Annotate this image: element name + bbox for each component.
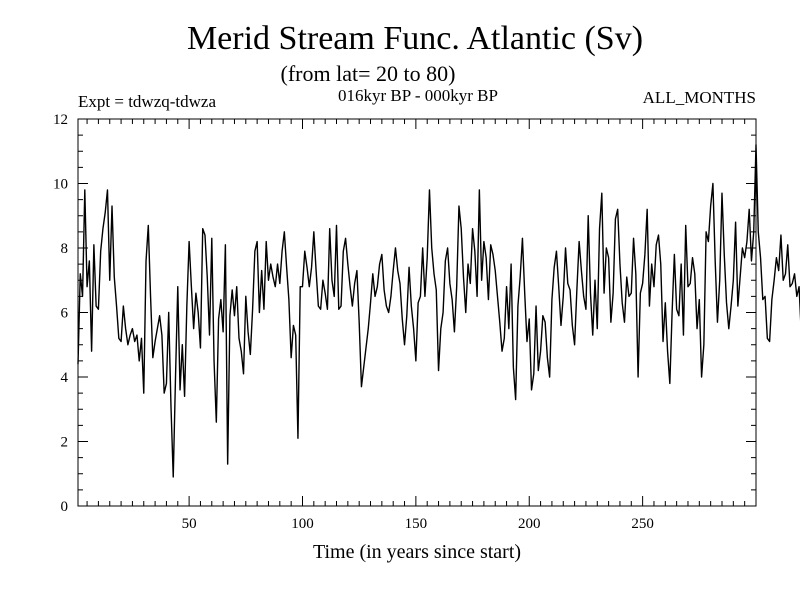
y-tick-label: 6 [61,306,69,322]
y-tick-label: 10 [53,177,68,193]
x-tick-label: 100 [291,516,314,532]
y-tick-label: 12 [53,112,68,128]
series-line [77,144,800,478]
x-tick-label: 200 [518,516,541,532]
x-tick-label: 150 [405,516,428,532]
x-tick-label: 250 [631,516,654,532]
x-axis-label: Time (in years since start) [313,541,521,563]
x-tick-labels: 50 100 150 200 250 [182,516,654,532]
plot-frame [77,118,757,507]
chart-subtitle: (from lat= 20 to 80) [281,61,456,86]
chart-title: Merid Stream Func. Atlantic (Sv) [187,20,643,57]
y-tick-label: 8 [61,241,69,257]
period-label: 016kyr BP - 000kyr BP [338,86,498,105]
y-tick-label: 4 [61,370,69,386]
axis-ticks [78,118,756,507]
experiment-label: Expt = tdwzq-tdwza [78,92,216,111]
y-tick-labels: 0 2 4 6 8 10 12 [53,112,69,515]
y-tick-label: 0 [61,499,69,515]
months-label: ALL_MONTHS [643,88,756,107]
x-tick-label: 50 [182,516,197,532]
y-tick-label: 2 [61,435,69,451]
